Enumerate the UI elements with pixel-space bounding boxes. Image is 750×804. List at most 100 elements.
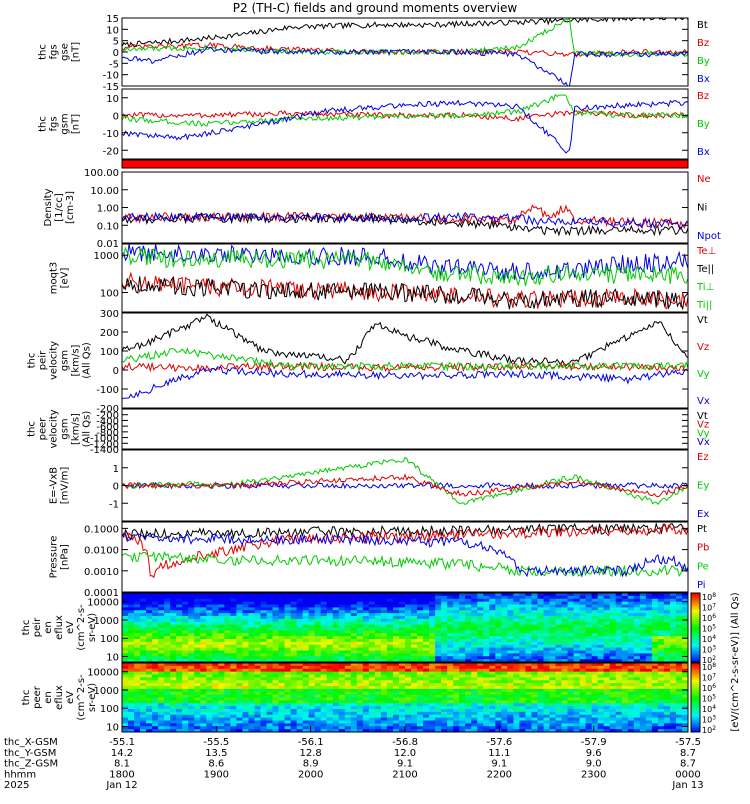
spectrogram-cell [417, 616, 424, 620]
spectrogram-cell [344, 706, 352, 710]
spectrogram-cell [621, 691, 629, 696]
spectrogram-cell [465, 618, 472, 623]
spectrogram-cell [543, 598, 551, 603]
spectrogram-cell [411, 668, 418, 673]
spectrogram-cell [374, 680, 382, 684]
spectrogram-cell [663, 627, 671, 631]
spectrogram-cell [501, 683, 508, 687]
spectrogram-cell [386, 618, 394, 623]
spectrogram-cell [242, 720, 250, 724]
spectrogram-cell [122, 711, 129, 716]
spectrogram-cell [447, 688, 454, 693]
xaxis-value: -55.1 [109, 737, 135, 748]
spectrogram-cell [549, 627, 557, 631]
spectrogram-cell [675, 691, 683, 696]
spectrogram-cell [579, 723, 587, 727]
legend-entry: Bz [697, 38, 709, 49]
spectrogram-cell [200, 618, 207, 623]
spectrogram-cell [386, 621, 394, 626]
spectrogram-cell [669, 598, 677, 603]
spectrogram-cell [392, 686, 400, 690]
spectrogram-cell [597, 694, 605, 699]
spectrogram-cell [122, 613, 129, 617]
spectrogram-cell [278, 636, 286, 640]
spectrogram-cell [441, 641, 448, 646]
spectrogram-cell [429, 714, 436, 719]
spectrogram-cell [663, 650, 671, 654]
ytick-label: 5 [113, 37, 119, 48]
spectrogram-cell [531, 659, 539, 662]
spectrogram-cell [657, 711, 665, 716]
spectrogram-cell [579, 674, 587, 678]
spectrogram-cell [561, 717, 569, 722]
spectrogram-cell [320, 595, 328, 600]
spectrogram-cell [146, 633, 153, 637]
spectrogram-cell [236, 653, 244, 657]
spectrogram-cell [308, 726, 316, 730]
spectrogram-cell [146, 665, 153, 670]
spectrogram-cell [326, 677, 334, 681]
spectrogram-cell [567, 633, 575, 637]
spectrogram-cell [134, 697, 141, 701]
spectrogram-cell [188, 659, 195, 662]
legend-entry: Ex [697, 509, 709, 520]
spectrogram-cell [471, 726, 478, 730]
colorbar-cell [691, 668, 700, 671]
spectrogram-cell [344, 593, 352, 597]
spectrogram-cell [386, 714, 394, 719]
spectrogram-cell [122, 595, 129, 600]
spectrogram-cell [483, 703, 490, 707]
spectrogram-cell [501, 636, 508, 640]
spectrogram-cell [459, 610, 466, 614]
spectrogram-cell [230, 688, 237, 693]
spectrogram-cell [278, 729, 286, 732]
ylabel-line: thc [21, 620, 32, 636]
spectrogram-cell [507, 709, 514, 713]
spectrogram-cell [200, 677, 207, 681]
spectrogram-cell [236, 633, 244, 637]
spectrogram-cell [362, 729, 370, 732]
spectrogram-cell [435, 674, 442, 678]
spectrogram-cell [483, 665, 490, 670]
spectrogram-cell [429, 720, 436, 724]
spectrogram-cell [411, 688, 418, 693]
spectrogram-cell [356, 621, 364, 626]
spectrogram-cell [122, 598, 129, 603]
spectrogram-cell [260, 616, 268, 620]
spectrogram-cell [519, 647, 527, 652]
spectrogram-cell [603, 593, 611, 597]
spectrogram-cell [621, 694, 629, 699]
spectrogram-cell [639, 647, 647, 652]
spectrogram-cell [657, 723, 665, 727]
spectrogram-cell [465, 671, 472, 676]
spectrogram-cell [681, 644, 688, 649]
spectrogram-cell [392, 621, 400, 626]
spectrogram-cell [663, 671, 671, 676]
spectrogram-cell [561, 639, 569, 643]
spectrogram-cell [675, 616, 683, 620]
spectrogram-cell [338, 674, 346, 678]
spectrogram-cell [501, 691, 508, 696]
spectrogram-cell [146, 607, 153, 611]
spectrogram-cell [603, 691, 611, 696]
spectrogram-cell [471, 604, 478, 608]
spectrogram-cell [194, 677, 201, 681]
spectrogram-cell [597, 691, 605, 696]
spectrogram-cell [669, 613, 677, 617]
spectrogram-cell [633, 665, 641, 670]
spectrogram-cell [453, 595, 460, 600]
spectrogram-cell [447, 621, 454, 626]
spectrogram-cell [344, 714, 352, 719]
spectrogram-cell [519, 644, 527, 649]
spectrogram-cell [495, 618, 502, 623]
spectrogram-cell [296, 598, 304, 603]
spectrogram-cell [140, 593, 147, 597]
spectrogram-cell [290, 694, 298, 699]
spectrogram-cell [435, 694, 442, 699]
spectrogram-cell [290, 711, 298, 716]
spectrogram-cell [350, 616, 358, 620]
spectrogram-cell [657, 647, 665, 652]
spectrogram-cell [368, 711, 376, 716]
spectrogram-cell [651, 595, 659, 600]
spectrogram-cell [453, 601, 460, 606]
